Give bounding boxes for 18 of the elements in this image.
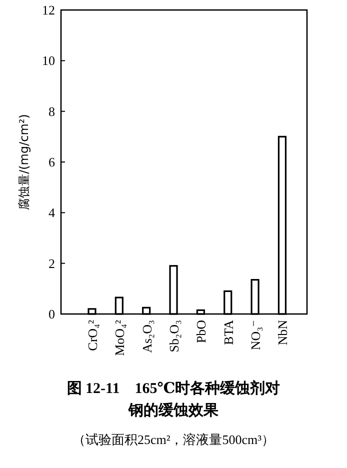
x-tick-label: BTA — [220, 319, 236, 345]
text: （试验面积25cm²，溶液量500cm³） — [72, 432, 275, 447]
x-tick-label: CrO₄² — [85, 320, 100, 351]
x-tick-label: Sb₂O₃ — [166, 320, 182, 352]
y-tick-label: 12 — [42, 2, 55, 18]
text: 图 12-11 165℃时各种缓蚀剂对钢的缓蚀效果 — [66, 379, 282, 421]
y-tick-label: 6 — [48, 154, 56, 170]
x-tick-label: As₂O₃ — [139, 320, 154, 353]
y-tick-label: 2 — [48, 256, 55, 271]
y-tick-label: 4 — [48, 205, 56, 220]
y-tick-label: 10 — [42, 53, 55, 68]
x-tick-label: MoO₄² — [112, 320, 128, 356]
y-tick-label: 0 — [48, 306, 55, 322]
x-tick-label: PbO — [194, 320, 209, 344]
x-tick-label: NbN — [275, 319, 290, 346]
x-tick-label: NO₃⁻ — [248, 320, 264, 350]
y-tick-label: 8 — [48, 104, 55, 119]
y-axis-title: 腐蚀量/(mg/cm²) — [17, 114, 31, 210]
